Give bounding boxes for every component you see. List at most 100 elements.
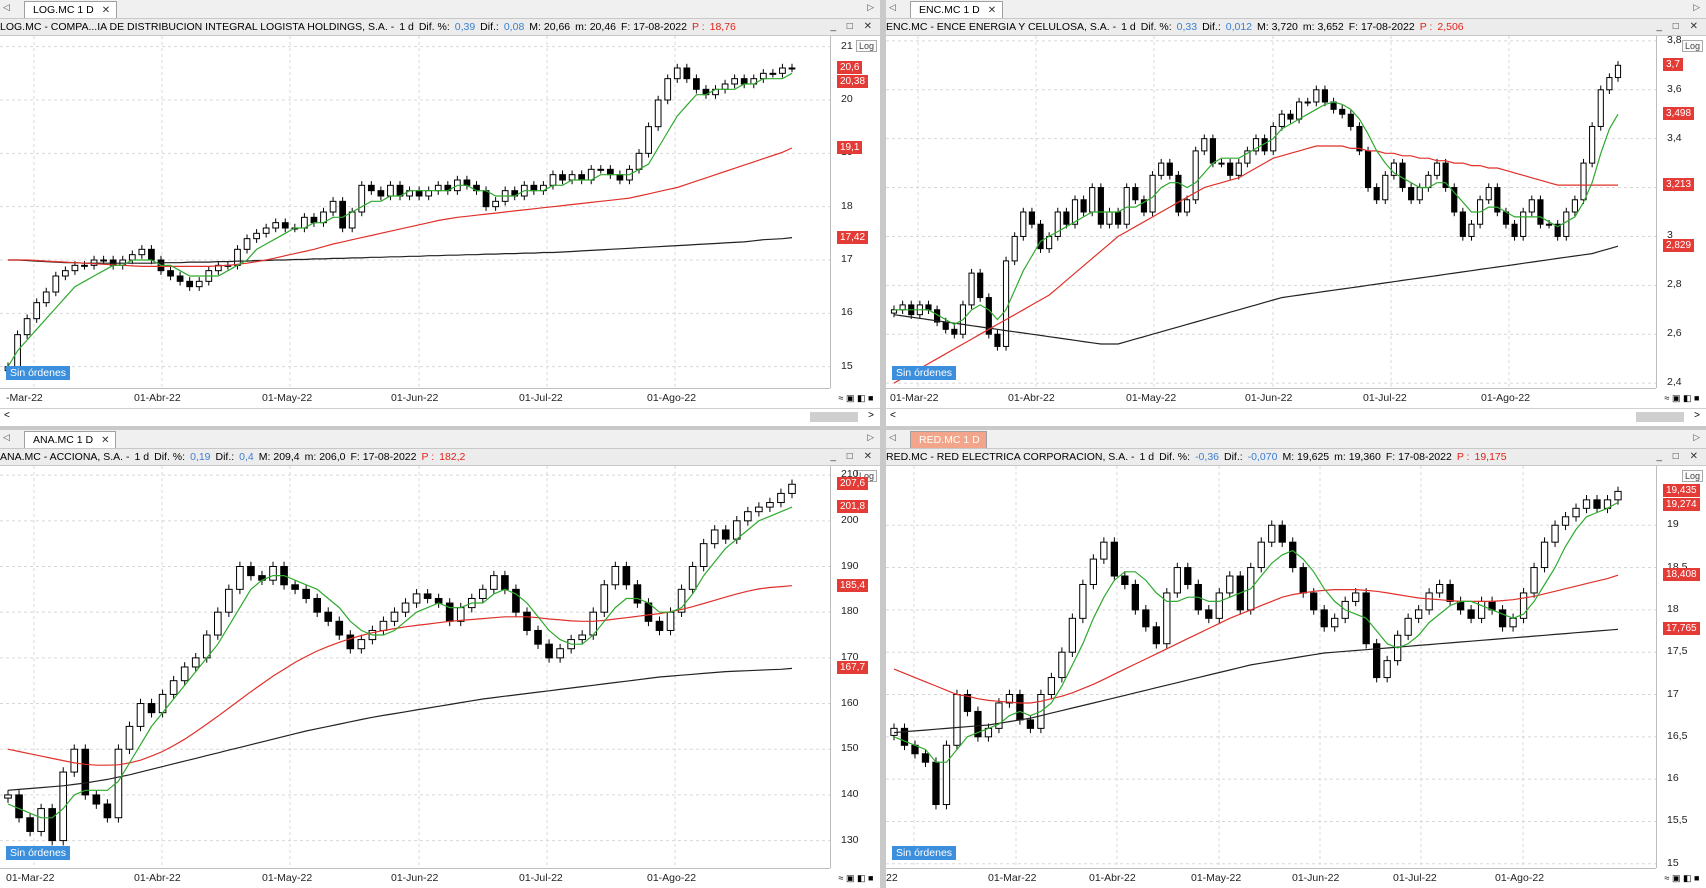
candle-body: [59, 771, 68, 842]
plot-area[interactable]: [0, 466, 830, 868]
window-buttons[interactable]: _ □ ✕: [830, 21, 876, 32]
window-buttons[interactable]: _ □ ✕: [1656, 451, 1702, 462]
tab-close-icon[interactable]: ✕: [101, 5, 111, 16]
x-tick-label: 22: [886, 872, 898, 884]
tab-scroll-right-icon[interactable]: ▷: [1693, 2, 1700, 12]
date-axis[interactable]: 22 01-Mar-22 01-Abr-22 01-May-22 01-Jun-22 01…: [886, 868, 1656, 888]
horizontal-splitter[interactable]: [0, 426, 1706, 430]
price-axis[interactable]: Log 210 200 190 180 170 160 150 140 130 207,6 201,8…: [830, 466, 880, 868]
x-tick-label: 01-Ago-22: [647, 872, 697, 884]
y-tick-label: 190: [841, 559, 859, 572]
last-value-marker: 17,765: [1663, 622, 1700, 636]
window-buttons[interactable]: _ □ ✕: [830, 451, 876, 462]
tab-scroll-left-icon[interactable]: ◁: [889, 2, 896, 12]
tab-log[interactable]: LOG.MC 1 D ✕: [24, 1, 118, 18]
chart-toolbar[interactable]: ≈ ▣ ◧ ■: [1664, 873, 1700, 883]
title-dif-pct: -0,36: [1195, 451, 1219, 463]
title-dif-pct-label: Dif. %:: [418, 21, 450, 33]
candle-body: [1278, 113, 1285, 127]
date-axis[interactable]: 01-Mar-22 01-Abr-22 01-May-22 01-Jun-22 01-J…: [886, 388, 1656, 409]
candle-body: [1287, 113, 1294, 120]
candle-body: [169, 680, 178, 695]
sin-ordenes-badge[interactable]: Sin órdenes: [6, 366, 71, 380]
horizontal-scrollbar[interactable]: < >: [886, 408, 1706, 425]
candle-body: [37, 808, 45, 832]
scroll-right-icon[interactable]: >: [1694, 410, 1700, 421]
date-axis[interactable]: 01-Mar-22 01-Abr-22 01-May-22 01-Jun-22 01-J…: [0, 868, 830, 888]
horizontal-scrollbar[interactable]: < >: [0, 408, 880, 425]
log-scale-button[interactable]: Log: [1681, 470, 1703, 482]
tab-label: RED.MC 1 D: [919, 434, 980, 446]
candle-body: [377, 190, 385, 197]
title-p-label: P :: [1419, 21, 1433, 33]
tab-close-icon[interactable]: ✕: [987, 5, 997, 16]
chart-toolbar[interactable]: ≈ ▣ ◧ ■: [838, 393, 874, 403]
candle-body: [379, 620, 388, 631]
tab-close-icon[interactable]: ✕: [101, 435, 110, 446]
tab-scroll-left-icon[interactable]: ◁: [3, 432, 10, 442]
candle-body: [357, 639, 366, 650]
title-dif-pct-label: Dif. %:: [154, 451, 186, 463]
candle-body: [1011, 235, 1018, 262]
plot-area[interactable]: [0, 36, 830, 388]
scroll-thumb[interactable]: [1636, 412, 1684, 422]
scroll-left-icon[interactable]: <: [4, 410, 10, 421]
x-tick-label: 01-Mar-22: [890, 392, 939, 404]
log-scale-button[interactable]: Log: [1681, 40, 1703, 52]
candle-body: [1459, 211, 1466, 237]
plot-area[interactable]: [886, 36, 1656, 388]
scroll-thumb[interactable]: [810, 412, 858, 422]
sin-ordenes-badge[interactable]: Sin órdenes: [6, 846, 71, 860]
tab-scroll-left-icon[interactable]: ◁: [889, 432, 896, 442]
candle-body: [1089, 187, 1096, 213]
tab-scroll-right-icon[interactable]: ▷: [867, 2, 874, 12]
last-value-marker: 3,7: [1663, 58, 1683, 72]
plot-area[interactable]: [886, 466, 1656, 868]
chart-toolbar[interactable]: ≈ ▣ ◧ ■: [838, 873, 874, 883]
x-tick-label: 01-May-22: [1126, 392, 1177, 404]
candle-body: [673, 67, 681, 80]
tab-scroll-right-icon[interactable]: ▷: [1693, 432, 1700, 442]
scroll-left-icon[interactable]: <: [890, 410, 896, 421]
date-axis[interactable]: -Mar-22 01-Abr-22 01-May-22 01-Jun-22 01-Jul…: [0, 388, 830, 409]
candle-body: [1554, 223, 1561, 237]
window-buttons[interactable]: _ □ ✕: [1656, 21, 1702, 32]
candle-body: [1299, 567, 1307, 594]
y-tick-label: 2,6: [1667, 327, 1682, 340]
chart-title-bar: LOG.MC - COMPA...IA DE DISTRIBUCION INTE…: [0, 19, 880, 36]
candle-body: [313, 597, 321, 613]
chart-toolbar[interactable]: ≈ ▣ ◧ ■: [1664, 393, 1700, 403]
tab-enc[interactable]: ENC.MC 1 D ✕: [910, 1, 1004, 18]
candle-body: [530, 184, 538, 192]
title-p-label: P :: [1456, 451, 1470, 463]
price-axis[interactable]: Log 19 18,5 18 17,5 17 16,5 16 15,5 15 19,435 19,27…: [1656, 466, 1706, 869]
y-tick-label: 16: [1667, 772, 1679, 785]
chart-title-bar: ANA.MC - ACCIONA, S.A. - 1 d Dif. %: 0,19 Di…: [0, 449, 880, 466]
last-value-marker: 19,1: [837, 141, 863, 154]
last-value-marker: 3,213: [1663, 178, 1695, 192]
candle-body: [1158, 162, 1165, 176]
tab-scroll-left-icon[interactable]: ◁: [3, 2, 10, 12]
log-scale-button[interactable]: Log: [855, 40, 877, 52]
sin-ordenes-badge[interactable]: Sin órdenes: [892, 366, 957, 380]
candle-body: [1304, 101, 1311, 104]
sin-ordenes-badge[interactable]: Sin órdenes: [892, 846, 957, 860]
tab-red[interactable]: RED.MC 1 D: [910, 431, 987, 448]
tab-scroll-right-icon[interactable]: ▷: [867, 432, 874, 442]
candle-body: [556, 648, 564, 659]
tab-ana[interactable]: ANA.MC 1 D ✕: [24, 431, 117, 448]
candle-body: [1313, 89, 1320, 103]
candle-body: [654, 99, 662, 128]
candle-body: [635, 152, 643, 170]
vertical-splitter[interactable]: [880, 0, 886, 888]
candle-body: [1131, 583, 1139, 611]
candle-body: [942, 744, 951, 806]
sma-long-line: [893, 628, 1619, 734]
title-max: M: 209,4: [258, 451, 300, 463]
price-axis[interactable]: Log3,83,63,43,232,82,62,43,73,4983,2132,…: [1656, 34, 1706, 388]
scroll-right-icon[interactable]: >: [868, 410, 874, 421]
x-tick-label: 01-Ago-22: [1481, 392, 1531, 404]
candle-body: [1572, 507, 1580, 518]
title-max: M: 3,720: [1257, 21, 1298, 33]
